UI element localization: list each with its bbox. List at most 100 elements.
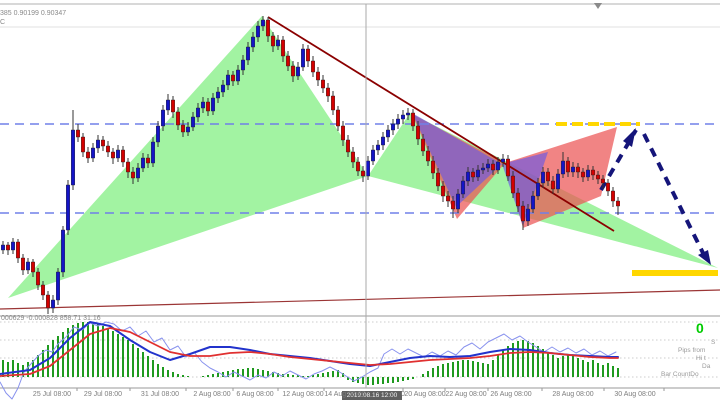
bear-candle [311, 60, 316, 73]
bull-candle [115, 149, 120, 159]
bear-candle [416, 125, 421, 140]
bear-candle [266, 19, 271, 37]
bear-candle [16, 241, 21, 259]
bull-candle [486, 163, 491, 169]
bear-candle [411, 112, 416, 127]
bear-candle [336, 109, 341, 127]
bear-candle [591, 169, 596, 176]
bear-candle [21, 257, 26, 271]
bull-candle [150, 141, 155, 164]
harmonic-pattern-purple[interactable] [412, 113, 502, 207]
projection-arrow-down[interactable] [642, 133, 706, 256]
bull-candle [296, 66, 301, 77]
bull-candle [376, 144, 381, 151]
bull-candle [396, 118, 401, 125]
bull-candle [391, 123, 396, 131]
bull-candle [155, 125, 160, 143]
bear-candle [145, 157, 150, 164]
bear-candle [80, 136, 85, 153]
pattern-info-line: Pips from [678, 347, 706, 354]
yellow-target-bar[interactable] [632, 270, 718, 276]
pattern-info-line: Da [702, 363, 711, 370]
bear-candle [506, 158, 511, 177]
bull-candle [225, 74, 230, 86]
candlestick-series[interactable] [1, 16, 621, 314]
osma-histogram [2, 322, 619, 385]
arrowhead-icon [623, 128, 636, 147]
bull-candle [1, 244, 5, 251]
bear-candle [281, 39, 286, 57]
bull-candle [185, 126, 190, 133]
indicator-fast-line[interactable] [0, 321, 617, 400]
bull-candle [250, 36, 255, 48]
time-axis-label: 25 Jul 08:00 [32, 391, 72, 398]
bull-candle [536, 182, 541, 197]
bear-candle [441, 185, 446, 197]
bull-candle [95, 139, 100, 149]
bear-candle [175, 111, 180, 126]
bull-candle [556, 173, 561, 190]
bear-candle [516, 192, 521, 207]
bull-candle [466, 171, 471, 182]
time-axis-label: 12 Aug 08:00 [282, 391, 324, 398]
bull-candle [366, 160, 371, 177]
bear-candle [180, 124, 185, 133]
harmonic-pattern-green[interactable] [8, 16, 368, 298]
bear-candle [611, 190, 616, 202]
bear-candle [341, 125, 346, 141]
bear-candle [616, 200, 621, 207]
bear-candle [110, 151, 115, 159]
bull-candle [461, 180, 466, 195]
bear-candle [31, 261, 36, 273]
time-axis-label: 22 Aug 08:00 [445, 391, 487, 398]
bull-candle [245, 46, 250, 61]
bear-candle [326, 87, 331, 97]
pattern-info-line: Hi t [696, 355, 706, 362]
bear-candle [596, 174, 601, 180]
bear-candle [566, 160, 571, 173]
bear-candle [75, 129, 80, 138]
bull-candle [26, 261, 31, 271]
bull-candle [586, 169, 591, 178]
bull-candle [401, 114, 406, 120]
bear-candle [321, 79, 326, 89]
bear-candle [46, 294, 51, 309]
pattern-info-line: Bar CountDo [661, 371, 699, 378]
bear-candle [581, 171, 586, 178]
bar-countdown-value: 0 [696, 320, 704, 336]
bear-candle [576, 166, 581, 173]
bull-candle [195, 107, 200, 118]
descending-trendline[interactable] [267, 16, 615, 232]
bear-candle [291, 65, 296, 77]
bear-candle [346, 139, 351, 153]
bull-candle [501, 158, 506, 163]
time-axis-label: 6 Aug 08:00 [236, 391, 274, 398]
bear-candle [361, 170, 366, 177]
bear-candle [446, 195, 451, 202]
scroll-marker-icon[interactable] [594, 3, 602, 9]
bull-candle [371, 149, 376, 162]
bear-candle [5, 244, 10, 251]
bull-candle [526, 208, 531, 222]
ohlc-header-sub: C [0, 19, 6, 26]
bull-candle [190, 116, 195, 128]
bull-candle [160, 109, 165, 127]
bear-candle [170, 99, 175, 113]
indicator-signal-line[interactable] [0, 327, 619, 377]
bull-candle [301, 48, 306, 68]
ascending-baseline[interactable] [0, 289, 720, 310]
crosshair-date-tooltip: 2019.08.16 12:00 [342, 391, 402, 400]
harmonic-pattern-purple[interactable] [502, 152, 548, 226]
bear-candle [105, 145, 110, 153]
bear-candle [125, 161, 130, 173]
bear-candle [286, 55, 291, 67]
bull-candle [90, 147, 95, 159]
bull-candle [70, 129, 75, 186]
bull-candle [261, 19, 266, 27]
ohlc-header: 385 0.90199 0.90347 [0, 10, 67, 17]
bear-candle [521, 205, 526, 222]
projection-arrow-up[interactable] [599, 128, 638, 192]
bear-candle [351, 151, 356, 163]
time-axis-label: 2 Aug 08:00 [193, 391, 231, 398]
